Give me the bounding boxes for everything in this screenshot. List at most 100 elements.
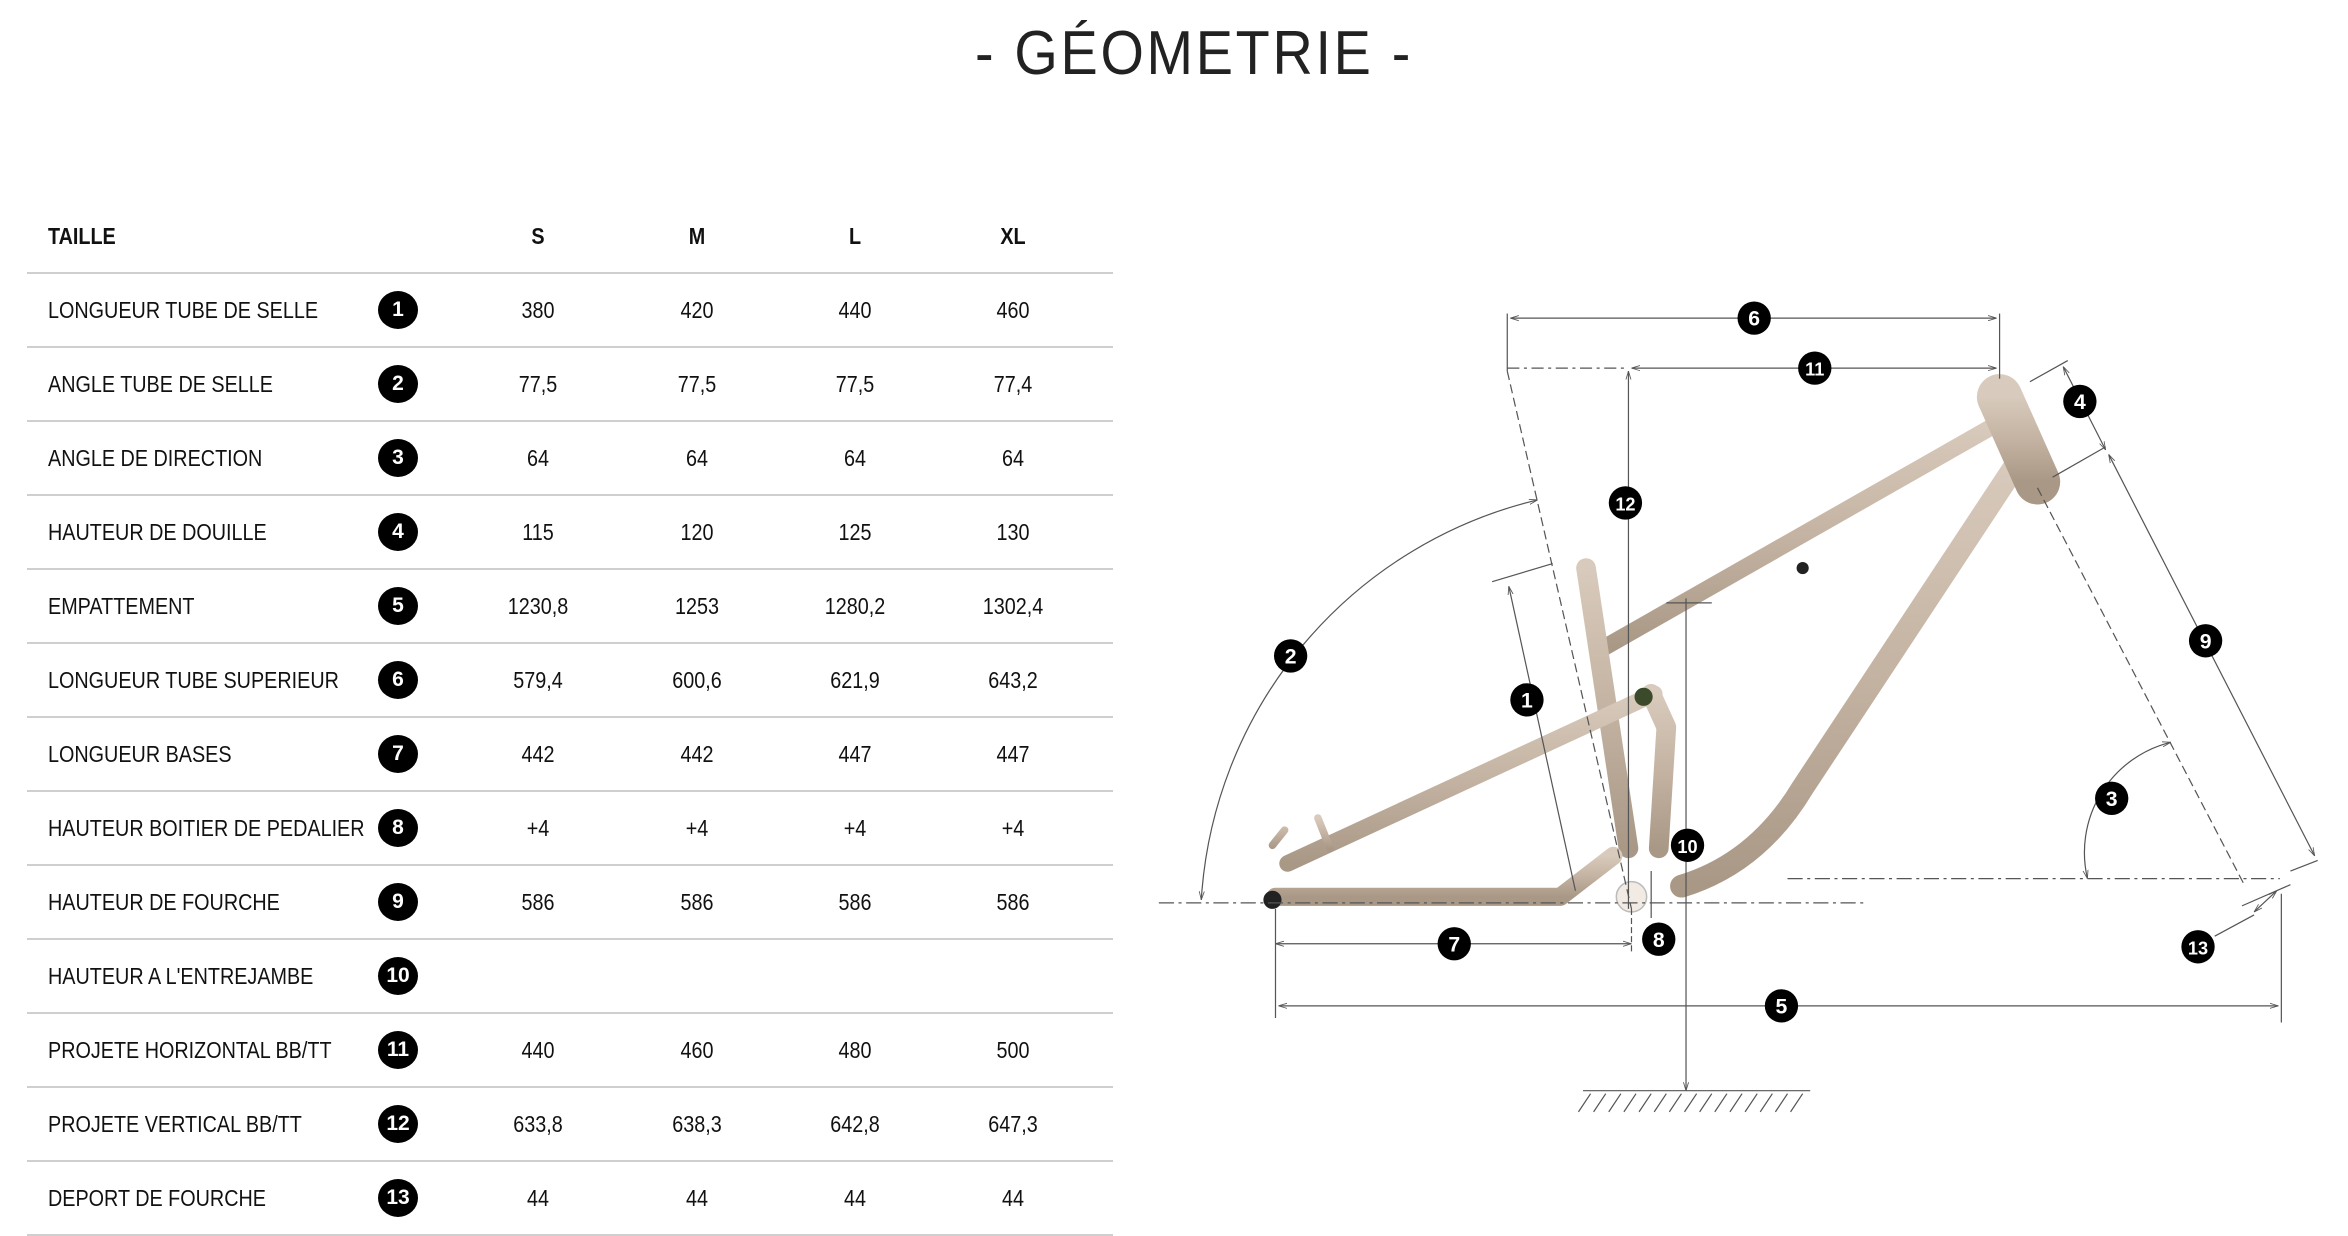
row-label: LONGUEUR TUBE DE SELLE [48,297,319,323]
diagram-badge-label: 5 [1776,995,1788,1018]
row-value: 447 [996,741,1030,767]
diagram-badge-label: 11 [1805,360,1824,380]
diagram-badge-1 [1510,683,1544,717]
diagram-badge-2 [1273,639,1308,673]
diagram-badge-13 [2181,930,2215,964]
row-value: 586 [838,889,872,915]
row-value: 642,8 [830,1111,880,1137]
seat-stay [1279,685,1663,872]
diagram-badge-8 [1642,922,1676,956]
row-value: 440 [521,1037,555,1063]
diagram-badge-5 [1764,989,1799,1023]
row-value: +4 [685,815,709,841]
rocker-shock [1641,683,1677,859]
page-title: - GÉOMETRIE - [974,19,1414,88]
dimension-number-badge: 8 [378,809,418,847]
row-value: 643,2 [988,667,1038,693]
dimension-number-badge: 10 [378,957,418,995]
row-value: 460 [680,1037,714,1063]
row-label: HAUTEUR DE DOUILLE [48,519,267,545]
row-value: 64 [685,445,709,471]
diagram-badge-label: 6 [1748,308,1760,331]
dimension-number-badge: 6 [378,661,418,699]
header-label: TAILLE [48,223,116,249]
dimension-number-badge: 7 [378,735,418,773]
top-tube [1594,415,2005,657]
row-value: 44 [685,1185,709,1211]
diagram-badge-3 [2095,781,2129,815]
row-value: 64 [1001,445,1025,471]
row-label: HAUTEUR BOITIER DE PEDALIER [48,815,365,841]
row-value: 77,5 [518,371,558,397]
dimension-number-badge: 9 [378,883,418,921]
row-value: 64 [843,445,867,471]
dimension-number-badge: 12 [378,1105,418,1143]
diagram-badge-10 [1670,828,1705,862]
diagram-badge-label: 7 [1448,933,1460,956]
row-value: 586 [680,889,714,915]
diagram-badge-label: 9 [2200,630,2212,653]
row-value: 480 [838,1037,872,1063]
table-row: LONGUEUR TUBE SUPERIEUR 6 579,4 600,6 621,9 6… [27,644,1113,718]
diagram-badge-label: 8 [1653,929,1665,952]
row-value: 621,9 [830,667,880,693]
diagram-badge-label: 3 [2106,788,2118,811]
row-label: EMPATTEMENT [48,593,195,619]
row-label: ANGLE TUBE DE SELLE [48,371,273,397]
row-value: +4 [843,815,867,841]
row-value: 442 [521,741,555,767]
row-label: HAUTEUR DE FOURCHE [48,889,280,915]
diagram-badge-11 [1798,351,1832,385]
table-row: ANGLE TUBE DE SELLE 2 77,5 77,5 77,5 77,4 [27,348,1113,422]
diagram-badge-label: 12 [1615,495,1635,515]
header-size-l: L [848,223,862,249]
row-label: LONGUEUR BASES [48,741,232,767]
row-value: 600,6 [672,667,722,693]
row-value: 579,4 [513,667,563,693]
table-row: LONGUEUR TUBE DE SELLE 1 380 420 440 460 [27,274,1113,348]
row-value: 1230,8 [507,593,569,619]
diagram-badge-label: 13 [2188,938,2208,958]
dimension-number-badge: 11 [378,1031,418,1069]
table-row: EMPATTEMENT 5 1230,8 1253 1280,2 1302,4 [27,570,1113,644]
diagram-badge-label: 2 [1285,646,1297,669]
table-row: HAUTEUR BOITIER DE PEDALIER 8 +4 +4 +4 +4 [27,792,1113,866]
header-size-s: S [531,223,545,249]
table-row: HAUTEUR A L'ENTREJAMBE 10 [27,940,1113,1014]
row-value: 1253 [674,593,719,619]
row-value: 44 [843,1185,867,1211]
diagram-badge-6 [1737,301,1771,335]
row-value: 586 [521,889,555,915]
row-value: 77,5 [835,371,875,397]
row-label: LONGUEUR TUBE SUPERIEUR [48,667,339,693]
row-value: 77,4 [993,371,1033,397]
head-tube [1976,374,2061,505]
dimension-number-badge: 2 [378,365,418,403]
rear-axle-icon [1263,890,1282,909]
row-value: 420 [680,297,714,323]
row-value: 115 [522,519,554,545]
diagram-badge-4 [2063,384,2097,419]
row-value: +4 [526,815,550,841]
dimension-number-badge: 5 [378,587,418,625]
pivot-icon [1634,687,1653,706]
row-value: 125 [838,519,872,545]
diagram-badge-12 [1608,486,1643,520]
table-row: PROJETE VERTICAL BB/TT 12 633,8 638,3 642,8 6… [27,1088,1113,1162]
diagram-badge-label: 1 [1521,689,1533,712]
row-value: 44 [526,1185,550,1211]
dimension-lines [1158,313,2318,1113]
header-size-xl: XL [1000,223,1026,249]
table-row: HAUTEUR DE DOUILLE 4 115 120 125 130 [27,496,1113,570]
row-value: 1280,2 [824,593,886,619]
row-value: 442 [680,741,714,767]
row-label: HAUTEUR A L'ENTREJAMBE [48,963,314,989]
row-value: 447 [838,741,872,767]
dimension-number-badge: 3 [378,439,418,477]
row-value: 460 [996,297,1030,323]
diagram-badge-7 [1437,927,1471,961]
row-label: ANGLE DE DIRECTION [48,445,263,471]
chain-stay [1266,846,1623,906]
